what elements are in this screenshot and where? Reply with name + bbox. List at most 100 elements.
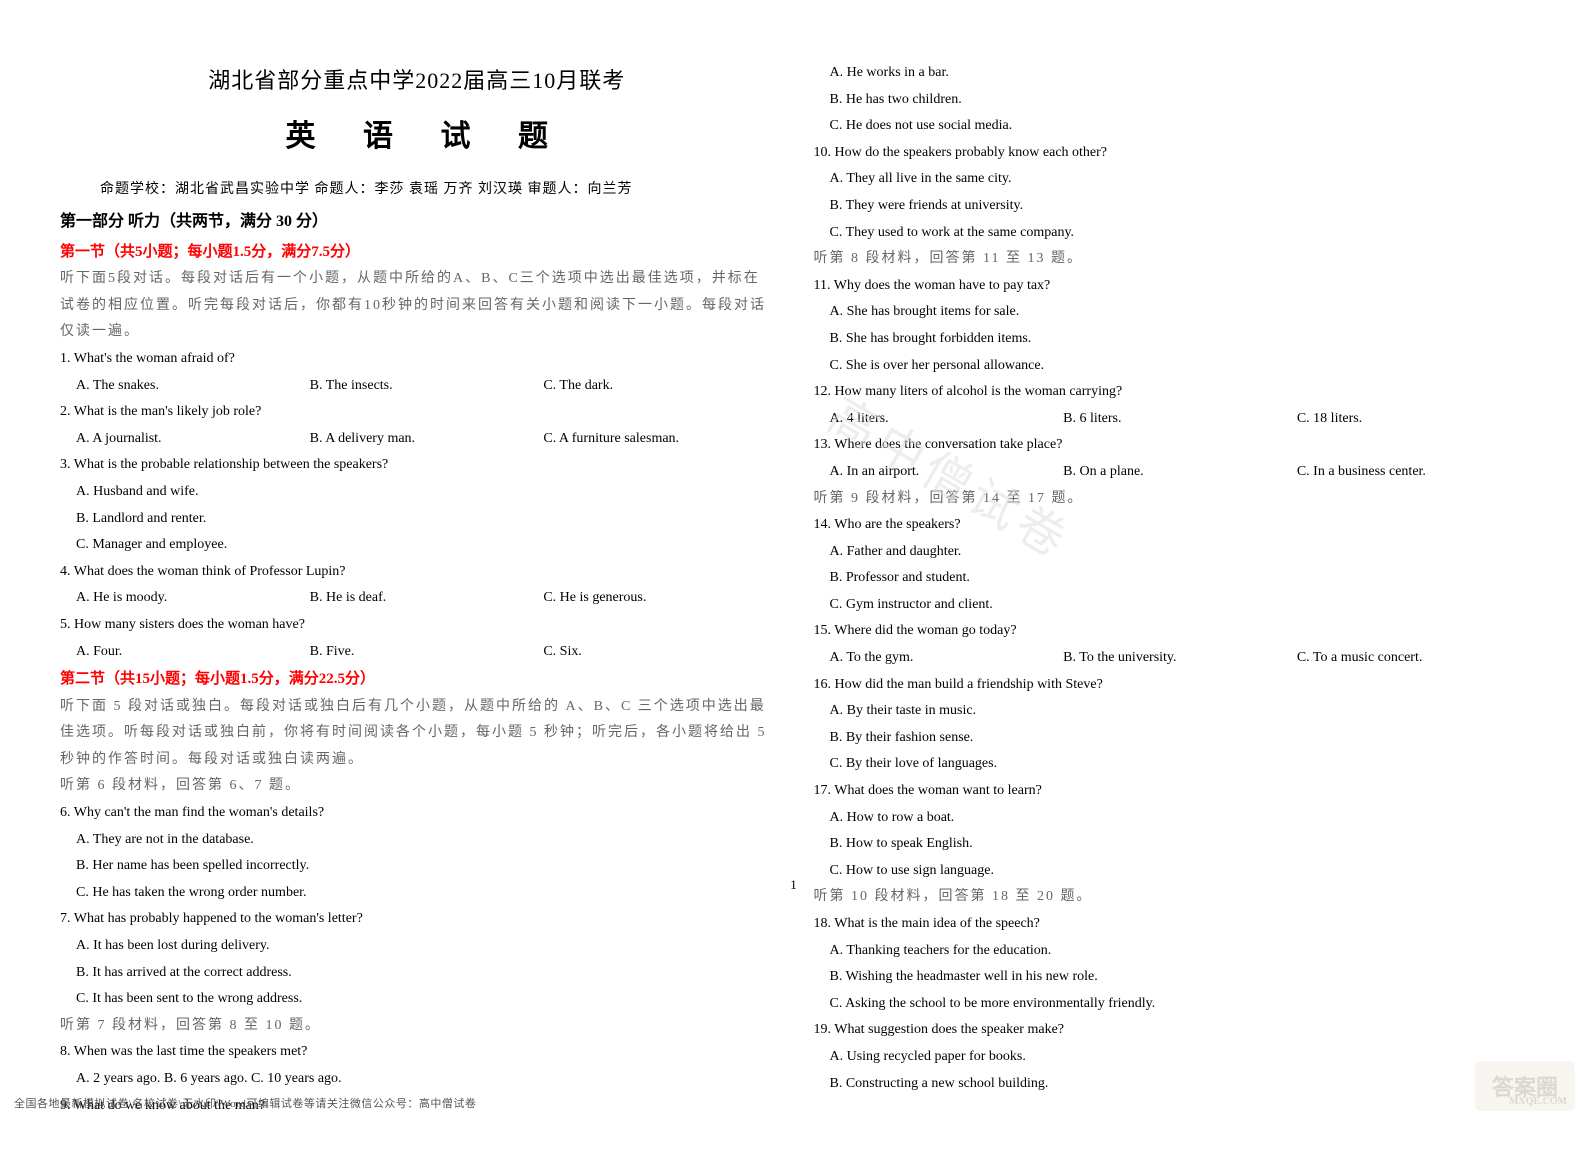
option: C. Manager and employee. (76, 532, 774, 559)
question-2-options: A. A journalist. B. A delivery man. C. A… (60, 426, 774, 453)
question-15-options: A. To the gym. B. To the university. C. … (814, 645, 1528, 672)
option: B. 6 liters. (1063, 406, 1293, 433)
option: B. He has two children. (830, 87, 1528, 114)
title-block: 湖北省部分重点中学2022届高三10月联考 英 语 试 题 (60, 60, 774, 165)
option: C. He is generous. (543, 585, 773, 612)
option: C. Asking the school to be more environm… (830, 991, 1528, 1018)
watermark-sub: MXQE.COM (1509, 1096, 1567, 1107)
question-18-options: A. Thanking teachers for the education. … (814, 938, 1528, 1018)
option: A. She has brought items for sale. (830, 299, 1528, 326)
option: B. They were friends at university. (830, 193, 1528, 220)
material-8: 听第 8 段材料，回答第 11 至 13 题。 (814, 246, 1528, 273)
option: C. By their love of languages. (830, 751, 1528, 778)
option: B. On a plane. (1063, 459, 1293, 486)
question-4-options: A. He is moody. B. He is deaf. C. He is … (60, 585, 774, 612)
question-1-options: A. The snakes. B. The insects. C. The da… (60, 373, 774, 400)
question-19: 19. What suggestion does the speaker mak… (814, 1017, 1528, 1044)
option: A. The snakes. (76, 373, 306, 400)
question-10-options: A. They all live in the same city. B. Th… (814, 166, 1528, 246)
section2-title: 第二节（共15小题；每小题1.5分，满分22.5分） (60, 665, 774, 694)
question-13: 13. Where does the conversation take pla… (814, 432, 1528, 459)
question-11-options: A. She has brought items for sale. B. Sh… (814, 299, 1528, 379)
question-13-options: A. In an airport. B. On a plane. C. In a… (814, 459, 1528, 486)
question-3: 3. What is the probable relationship bet… (60, 452, 774, 479)
option: A. They are not in the database. (76, 827, 774, 854)
question-6-options: A. They are not in the database. B. Her … (60, 827, 774, 907)
question-4: 4. What does the woman think of Professo… (60, 559, 774, 586)
watermark-bottom-right: 答案圈 MXQE.COM (1475, 1061, 1575, 1111)
option: A. Thanking teachers for the education. (830, 938, 1528, 965)
option: A. By their taste in music. (830, 698, 1528, 725)
question-18: 18. What is the main idea of the speech? (814, 911, 1528, 938)
option: B. Professor and student. (830, 565, 1528, 592)
material-6: 听第 6 段材料，回答第 6、7 题。 (60, 773, 774, 800)
question-3-options: A. Husband and wife. B. Landlord and ren… (60, 479, 774, 559)
question-12: 12. How many liters of alcohol is the wo… (814, 379, 1528, 406)
option: B. It has arrived at the correct address… (76, 960, 774, 987)
option: A. 2 years ago. B. 6 years ago. C. 10 ye… (76, 1066, 774, 1093)
option: C. 18 liters. (1297, 406, 1527, 433)
option: C. Gym instructor and client. (830, 592, 1528, 619)
option: B. How to speak English. (830, 831, 1528, 858)
option: C. He does not use social media. (830, 113, 1528, 140)
question-19-options: A. Using recycled paper for books. B. Co… (814, 1044, 1528, 1097)
question-11: 11. Why does the woman have to pay tax? (814, 273, 1528, 300)
option: A. A journalist. (76, 426, 306, 453)
option: B. Landlord and renter. (76, 506, 774, 533)
option: A. 4 liters. (830, 406, 1060, 433)
question-2: 2. What is the man's likely job role? (60, 399, 774, 426)
question-14: 14. Who are the speakers? (814, 512, 1528, 539)
option: B. By their fashion sense. (830, 725, 1528, 752)
part1-title: 第一部分 听力（共两节，满分 30 分） (60, 207, 774, 237)
option: C. In a business center. (1297, 459, 1527, 486)
option: B. He is deaf. (310, 585, 540, 612)
option: C. A furniture salesman. (543, 426, 773, 453)
option: B. Wishing the headmaster well in his ne… (830, 964, 1528, 991)
question-10: 10. How do the speakers probably know ea… (814, 140, 1528, 167)
question-5-options: A. Four. B. Five. C. Six. (60, 639, 774, 666)
option: B. She has brought forbidden items. (830, 326, 1528, 353)
section1-title: 第一节（共5小题；每小题1.5分，满分7.5分） (60, 238, 774, 267)
option: A. Father and daughter. (830, 539, 1528, 566)
material-7: 听第 7 段材料，回答第 8 至 10 题。 (60, 1013, 774, 1040)
footer-note: 全国各地最新模拟试卷\名校试卷\无水印\Word可编辑试卷等请关注微信公众号：高… (14, 1095, 476, 1111)
question-7-options: A. It has been lost during delivery. B. … (60, 933, 774, 1013)
page-number: 1 (790, 877, 797, 893)
option: C. They used to work at the same company… (830, 220, 1528, 247)
option: C. How to use sign language. (830, 858, 1528, 885)
section2-instructions: 听下面 5 段对话或独白。每段对话或独白后有几个小题，从题中所给的 A、B、C … (60, 694, 774, 774)
question-17: 17. What does the woman want to learn? (814, 778, 1528, 805)
question-7: 7. What has probably happened to the wom… (60, 906, 774, 933)
question-1: 1. What's the woman afraid of? (60, 346, 774, 373)
option: B. Five. (310, 639, 540, 666)
option: B. To the university. (1063, 645, 1293, 672)
option: C. To a music concert. (1297, 645, 1527, 672)
option: A. How to row a boat. (830, 805, 1528, 832)
question-12-options: A. 4 liters. B. 6 liters. C. 18 liters. (814, 406, 1528, 433)
option: C. The dark. (543, 373, 773, 400)
option: B. Constructing a new school building. (830, 1071, 1528, 1098)
subject-title: 英 语 试 题 (60, 108, 774, 165)
question-8: 8. When was the last time the speakers m… (60, 1039, 774, 1066)
question-16-options: A. By their taste in music. B. By their … (814, 698, 1528, 778)
credits-line: 命题学校：湖北省武昌实验中学 命题人：李莎 袁瑶 万齐 刘汉瑛 审题人：向兰芳 (100, 177, 774, 204)
section1-instructions: 听下面5段对话。每段对话后有一个小题，从题中所给的A、B、C三个选项中选出最佳选… (60, 266, 774, 346)
question-16: 16. How did the man build a friendship w… (814, 672, 1528, 699)
option: A. To the gym. (830, 645, 1060, 672)
right-column: A. He works in a bar. B. He has two chil… (814, 60, 1528, 1119)
left-column: 湖北省部分重点中学2022届高三10月联考 英 语 试 题 命题学校：湖北省武昌… (60, 60, 774, 1119)
option: B. A delivery man. (310, 426, 540, 453)
option: A. Four. (76, 639, 306, 666)
question-17-options: A. How to row a boat. B. How to speak En… (814, 805, 1528, 885)
option: C. She is over her personal allowance. (830, 353, 1528, 380)
option: A. He works in a bar. (830, 60, 1528, 87)
material-10: 听第 10 段材料，回答第 18 至 20 题。 (814, 884, 1528, 911)
question-6: 6. Why can't the man find the woman's de… (60, 800, 774, 827)
question-14-options: A. Father and daughter. B. Professor and… (814, 539, 1528, 619)
question-9-options: A. He works in a bar. B. He has two chil… (814, 60, 1528, 140)
option: A. Husband and wife. (76, 479, 774, 506)
option: B. Her name has been spelled incorrectly… (76, 853, 774, 880)
option: C. It has been sent to the wrong address… (76, 986, 774, 1013)
material-9: 听第 9 段材料，回答第 14 至 17 题。 (814, 486, 1528, 513)
question-15: 15. Where did the woman go today? (814, 618, 1528, 645)
